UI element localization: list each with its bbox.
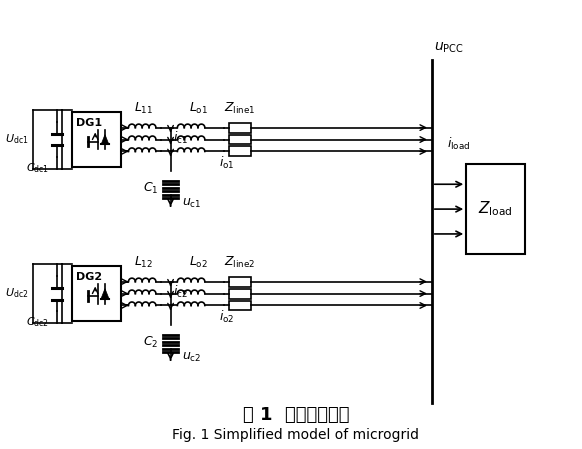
Text: $Z_{\rm line2}$: $Z_{\rm line2}$	[225, 255, 255, 270]
Bar	[466, 164, 525, 254]
Text: $i_{\rm o2}$: $i_{\rm o2}$	[219, 308, 235, 325]
Text: $U_{\rm dc2}$: $U_{\rm dc2}$	[5, 286, 29, 300]
Bar	[229, 277, 251, 286]
Text: $u_{\rm c2}$: $u_{\rm c2}$	[182, 351, 201, 364]
Bar	[229, 146, 251, 156]
Text: $L_{\rm o1}$: $L_{\rm o1}$	[189, 101, 208, 116]
Text: $Z_{\rm line1}$: $Z_{\rm line1}$	[224, 101, 255, 116]
Text: $C_{2}$: $C_{2}$	[144, 335, 159, 350]
Polygon shape	[101, 289, 109, 299]
Text: Fig. 1 Simplified model of microgrid: Fig. 1 Simplified model of microgrid	[172, 428, 419, 442]
Text: DG2: DG2	[76, 272, 102, 282]
Bar	[229, 123, 251, 132]
Bar	[229, 289, 251, 299]
Text: $u_{\rm PCC}$: $u_{\rm PCC}$	[434, 41, 463, 55]
Bar	[72, 112, 120, 167]
Bar	[229, 300, 251, 310]
Text: $u_{\rm c1}$: $u_{\rm c1}$	[182, 197, 202, 210]
Text: $Z_{\rm load}$: $Z_{\rm load}$	[478, 200, 513, 219]
Bar	[229, 135, 251, 145]
Text: $i_{\rm load}$: $i_{\rm load}$	[446, 136, 470, 153]
Text: $i_{\rm c2}$: $i_{\rm c2}$	[172, 284, 187, 300]
Text: $L_{\rm o2}$: $L_{\rm o2}$	[189, 255, 208, 270]
Bar	[72, 266, 120, 321]
Text: $L_{11}$: $L_{11}$	[134, 101, 153, 116]
Text: 图 1  微网简化模型: 图 1 微网简化模型	[243, 406, 349, 424]
Text: $C_{\rm dc1}$: $C_{\rm dc1}$	[26, 161, 49, 175]
Text: $U_{\rm dc1}$: $U_{\rm dc1}$	[5, 132, 29, 146]
Text: DG1: DG1	[76, 118, 102, 128]
Text: $i_{\rm o1}$: $i_{\rm o1}$	[219, 154, 235, 171]
Polygon shape	[101, 135, 109, 145]
Text: $C_{1}$: $C_{1}$	[143, 180, 159, 196]
Text: $L_{12}$: $L_{12}$	[134, 255, 153, 270]
Text: $i_{\rm c1}$: $i_{\rm c1}$	[172, 130, 187, 145]
Text: $C_{\rm dc2}$: $C_{\rm dc2}$	[26, 316, 49, 329]
